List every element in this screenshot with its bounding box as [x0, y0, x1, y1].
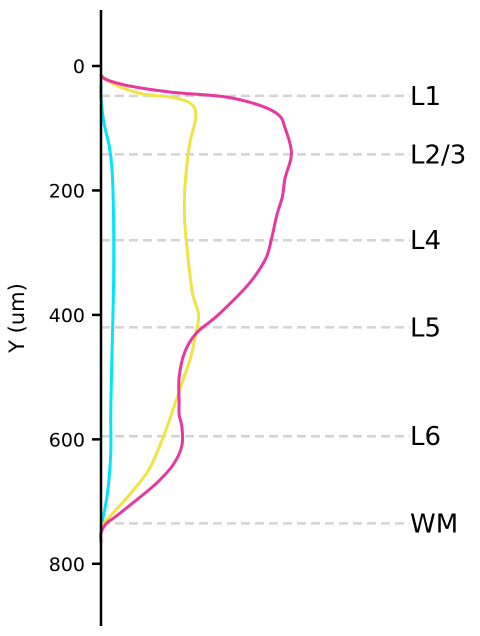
y-tick-label-2: 400 — [49, 305, 85, 327]
layer-label-4: L6 — [410, 422, 441, 452]
layer-label-2: L4 — [410, 226, 441, 256]
layer-labels: L1 L2/3 L4 L5 L6 WM — [410, 82, 466, 539]
y-axis-title: Y (um) — [5, 283, 29, 354]
y-tick-label-3: 600 — [49, 429, 85, 451]
layer-boundary-lines — [101, 94, 410, 525]
series-line-1 — [99, 73, 201, 532]
y-axis: 0 200 400 600 800 — [49, 10, 103, 626]
y-tick-label-1: 200 — [49, 180, 85, 202]
series-line-0 — [99, 83, 116, 528]
layer-label-1: L2/3 — [410, 140, 466, 170]
data-series — [99, 73, 293, 544]
series-line-2 — [99, 73, 293, 544]
y-tick-label-0: 0 — [73, 56, 85, 78]
layer-label-0: L1 — [410, 82, 441, 112]
layer-label-5: WM — [410, 509, 458, 539]
y-tick-label-4: 800 — [49, 554, 85, 576]
layer-label-3: L5 — [410, 313, 441, 343]
